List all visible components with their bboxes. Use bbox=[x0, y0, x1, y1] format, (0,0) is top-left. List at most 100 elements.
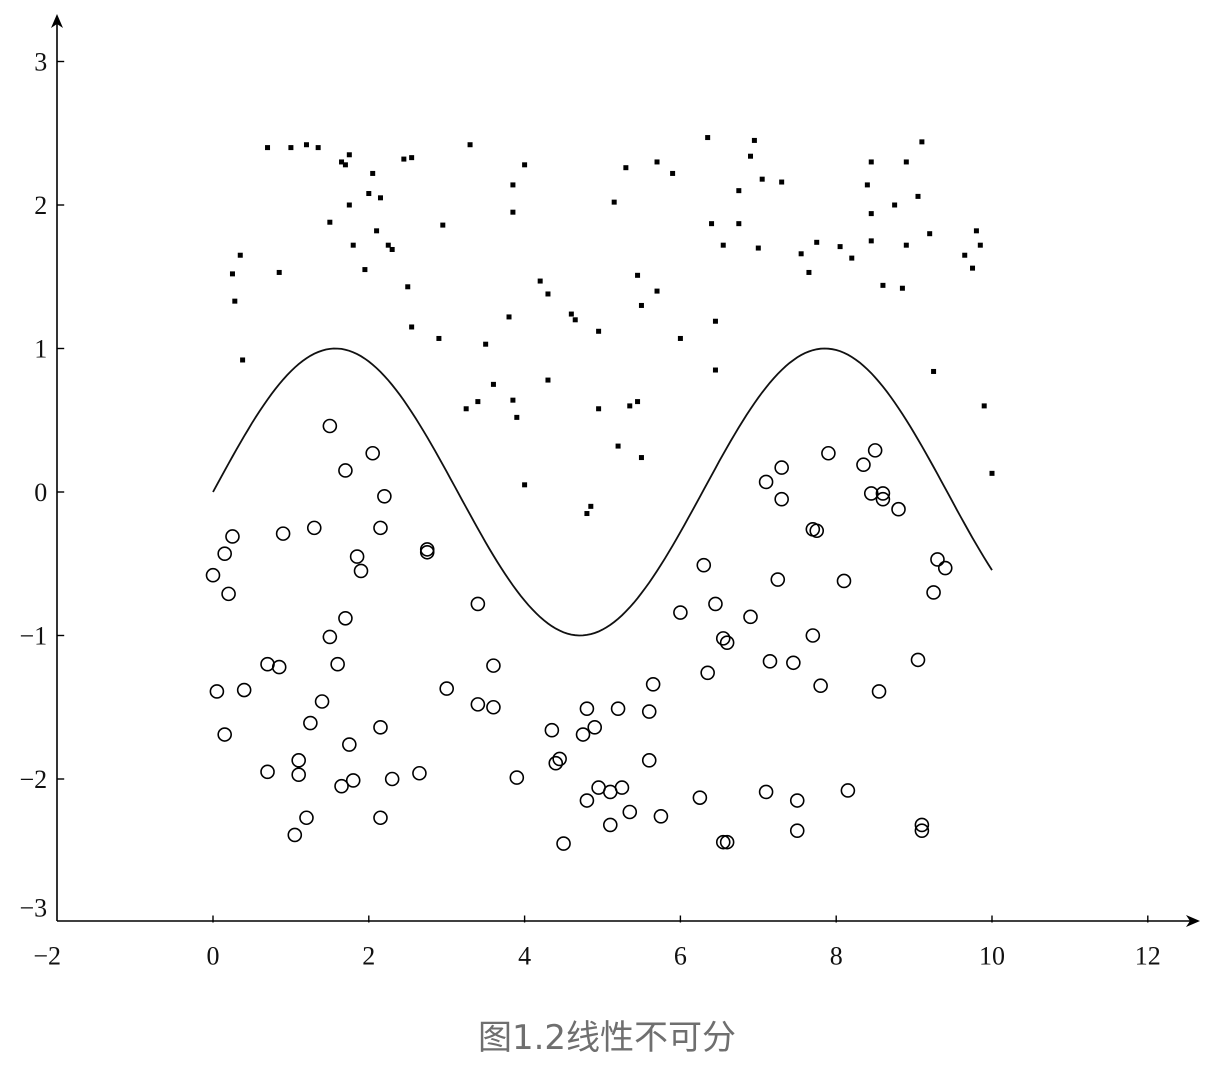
filled-point bbox=[709, 221, 715, 227]
open-circle-point bbox=[863, 486, 879, 501]
open-circle-point bbox=[299, 810, 314, 826]
open-circle-point bbox=[786, 655, 801, 671]
open-circle-point bbox=[575, 727, 591, 742]
filled-points-series bbox=[229, 135, 995, 517]
filled-point bbox=[510, 182, 516, 188]
open-circle-point bbox=[914, 823, 930, 838]
open-circle-point bbox=[260, 656, 275, 672]
filled-point bbox=[346, 202, 352, 208]
open-circle-point bbox=[291, 753, 306, 768]
open-circle-point bbox=[412, 765, 427, 781]
open-circle-point bbox=[809, 523, 825, 539]
open-circle-point bbox=[509, 770, 525, 785]
filled-point bbox=[483, 341, 489, 347]
open-circle-point bbox=[840, 783, 856, 798]
x-tick-label: 12 bbox=[1135, 942, 1161, 971]
filled-point bbox=[849, 255, 855, 261]
filled-point bbox=[705, 135, 711, 141]
open-circle-point bbox=[758, 784, 774, 800]
open-circle-point bbox=[587, 720, 603, 735]
open-circle-point bbox=[602, 817, 618, 833]
open-circle-point bbox=[856, 457, 871, 473]
filled-point bbox=[436, 335, 442, 341]
open-circle-point bbox=[926, 585, 941, 600]
filled-point bbox=[915, 193, 921, 199]
y-tick-label: 3 bbox=[34, 48, 47, 77]
filled-point bbox=[232, 298, 238, 304]
filled-point bbox=[545, 291, 551, 297]
open-circle-point bbox=[548, 755, 564, 771]
filled-point bbox=[596, 328, 602, 334]
filled-point bbox=[240, 357, 246, 363]
open-circle-point bbox=[345, 773, 361, 788]
filled-point bbox=[899, 285, 905, 291]
filled-point bbox=[327, 219, 333, 225]
open-circle-point bbox=[353, 563, 369, 579]
filled-point bbox=[779, 179, 785, 185]
open-circle-point bbox=[653, 809, 669, 824]
filled-point bbox=[638, 302, 644, 308]
open-circle-point bbox=[275, 526, 291, 541]
filled-point bbox=[755, 245, 761, 251]
filled-point bbox=[798, 251, 804, 257]
filled-point bbox=[374, 228, 380, 234]
x-ticks: −2 0 2 4 6 8 10 12 bbox=[33, 915, 1161, 971]
filled-point bbox=[635, 399, 641, 405]
open-circle-point bbox=[217, 546, 232, 562]
filled-point bbox=[927, 231, 933, 237]
filled-point bbox=[510, 397, 516, 403]
filled-point bbox=[654, 159, 660, 165]
filled-point bbox=[868, 211, 874, 217]
open-circle-point bbox=[486, 699, 501, 715]
open-circle-point bbox=[365, 445, 380, 461]
filled-point bbox=[635, 272, 641, 278]
open-circle-point bbox=[871, 684, 887, 699]
filled-point bbox=[962, 252, 968, 258]
filled-point bbox=[514, 414, 520, 420]
y-tick-label: 2 bbox=[34, 191, 47, 220]
filled-point bbox=[868, 159, 874, 165]
open-circle-point bbox=[221, 586, 236, 602]
open-circle-point bbox=[209, 684, 225, 699]
filled-point bbox=[229, 271, 235, 277]
filled-point bbox=[903, 159, 909, 165]
filled-point bbox=[339, 159, 345, 165]
filled-point bbox=[903, 242, 909, 248]
open-circle-point bbox=[384, 771, 400, 787]
open-circle-point bbox=[377, 489, 392, 504]
open-circle-point bbox=[287, 827, 303, 843]
filled-point bbox=[362, 267, 368, 273]
filled-point bbox=[409, 324, 415, 330]
filled-point bbox=[736, 221, 742, 227]
filled-point bbox=[931, 368, 937, 374]
open-circle-point bbox=[314, 694, 330, 709]
filled-point bbox=[588, 503, 594, 509]
sine-decision-boundary bbox=[212, 347, 993, 637]
open-circle-point bbox=[338, 610, 353, 626]
y-tick-label: −2 bbox=[20, 765, 48, 794]
open-circle-point bbox=[743, 609, 758, 625]
open-circle-point bbox=[419, 542, 435, 557]
filled-point bbox=[970, 265, 976, 271]
open-circle-point bbox=[805, 628, 821, 643]
open-circle-point bbox=[836, 573, 852, 589]
filled-point bbox=[366, 191, 372, 197]
open-circle-point bbox=[719, 834, 735, 850]
open-circle-point bbox=[322, 629, 338, 645]
filled-point bbox=[814, 239, 820, 245]
filled-point bbox=[568, 311, 574, 317]
filled-point bbox=[572, 317, 578, 323]
filled-point bbox=[276, 269, 282, 275]
open-circle-point bbox=[552, 751, 567, 767]
open-circle-point bbox=[645, 676, 661, 692]
axes bbox=[51, 14, 1200, 927]
x-tick-label: 10 bbox=[979, 942, 1005, 971]
open-circle-point bbox=[419, 544, 435, 560]
y-tick-label: −3 bbox=[20, 894, 48, 923]
filled-point bbox=[475, 399, 481, 405]
open-circle-point bbox=[758, 474, 774, 490]
filled-point bbox=[506, 314, 512, 320]
filled-point bbox=[864, 182, 870, 188]
y-ticks: −3 −2 −1 0 1 2 3 bbox=[20, 48, 65, 923]
filled-point bbox=[545, 377, 551, 383]
